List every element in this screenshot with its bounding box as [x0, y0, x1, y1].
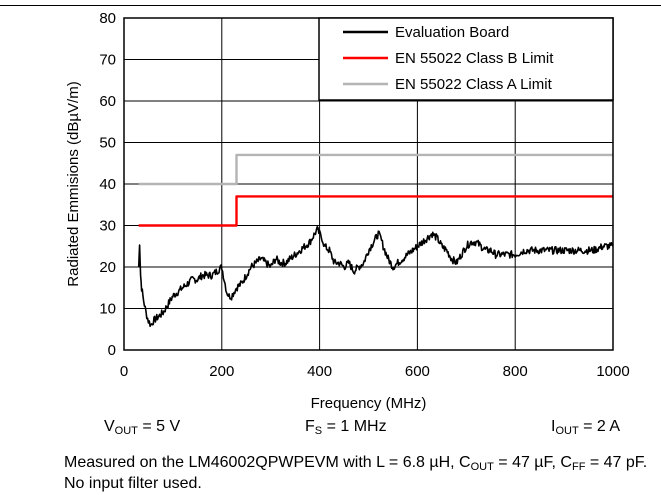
y-axis-label: Radiated Emmisions (dBµV/m) [65, 81, 82, 286]
y-tick-label: 30 [99, 218, 116, 235]
legend-label: EN 55022 Class A Limit [395, 76, 553, 93]
series-line-2 [138, 153, 613, 186]
x-tick-label: 800 [503, 363, 528, 380]
y-tick-label: 0 [108, 342, 116, 359]
legend: Evaluation Board EN 55022 Class B Limit EN… [318, 17, 614, 101]
x-tick-label: 400 [307, 363, 332, 380]
y-tick-label: 50 [99, 135, 116, 152]
y-tick-label: 20 [99, 259, 116, 276]
y-tick-label: 70 [99, 52, 116, 69]
y-tick-label: 80 [99, 10, 116, 27]
x-tick-label: 0 [120, 363, 128, 380]
series-lines [137, 153, 614, 328]
iout-condition: IOUT = 2 A [551, 418, 621, 437]
x-tick-label: 200 [209, 363, 234, 380]
grid [124, 18, 613, 350]
y-tick-label: 60 [99, 93, 116, 110]
series-line-0 [137, 226, 614, 328]
vout-condition: VOUT = 5 V [104, 418, 181, 437]
top-rule [0, 5, 661, 6]
y-tick-label: 40 [99, 176, 116, 193]
measurement-caption: Measured on the LM46002QPWPEVM with L = … [64, 454, 648, 492]
series-line-1 [138, 195, 613, 227]
legend-label: EN 55022 Class B Limit [395, 50, 554, 67]
x-tick-label: 1000 [596, 363, 629, 380]
x-axis-label: Frequency (MHz) [311, 395, 427, 412]
x-tick-label: 600 [405, 363, 430, 380]
y-tick-label: 10 [99, 301, 116, 318]
legend-label: Evaluation Board [395, 24, 509, 41]
fs-condition: FS = 1 MHz [305, 418, 387, 437]
